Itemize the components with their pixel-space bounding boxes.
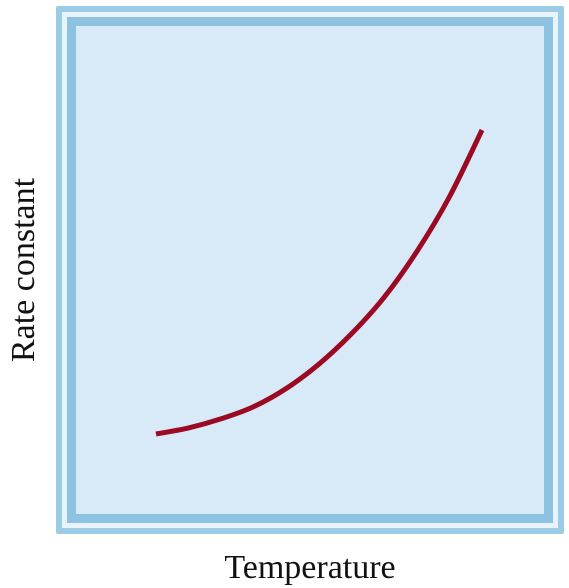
series-layer — [155, 128, 485, 437]
x-axis-label: Temperature — [224, 549, 395, 586]
y-axis-label: Rate constant — [5, 177, 42, 362]
series-line-0 — [155, 128, 485, 437]
plot-panel — [76, 26, 544, 514]
